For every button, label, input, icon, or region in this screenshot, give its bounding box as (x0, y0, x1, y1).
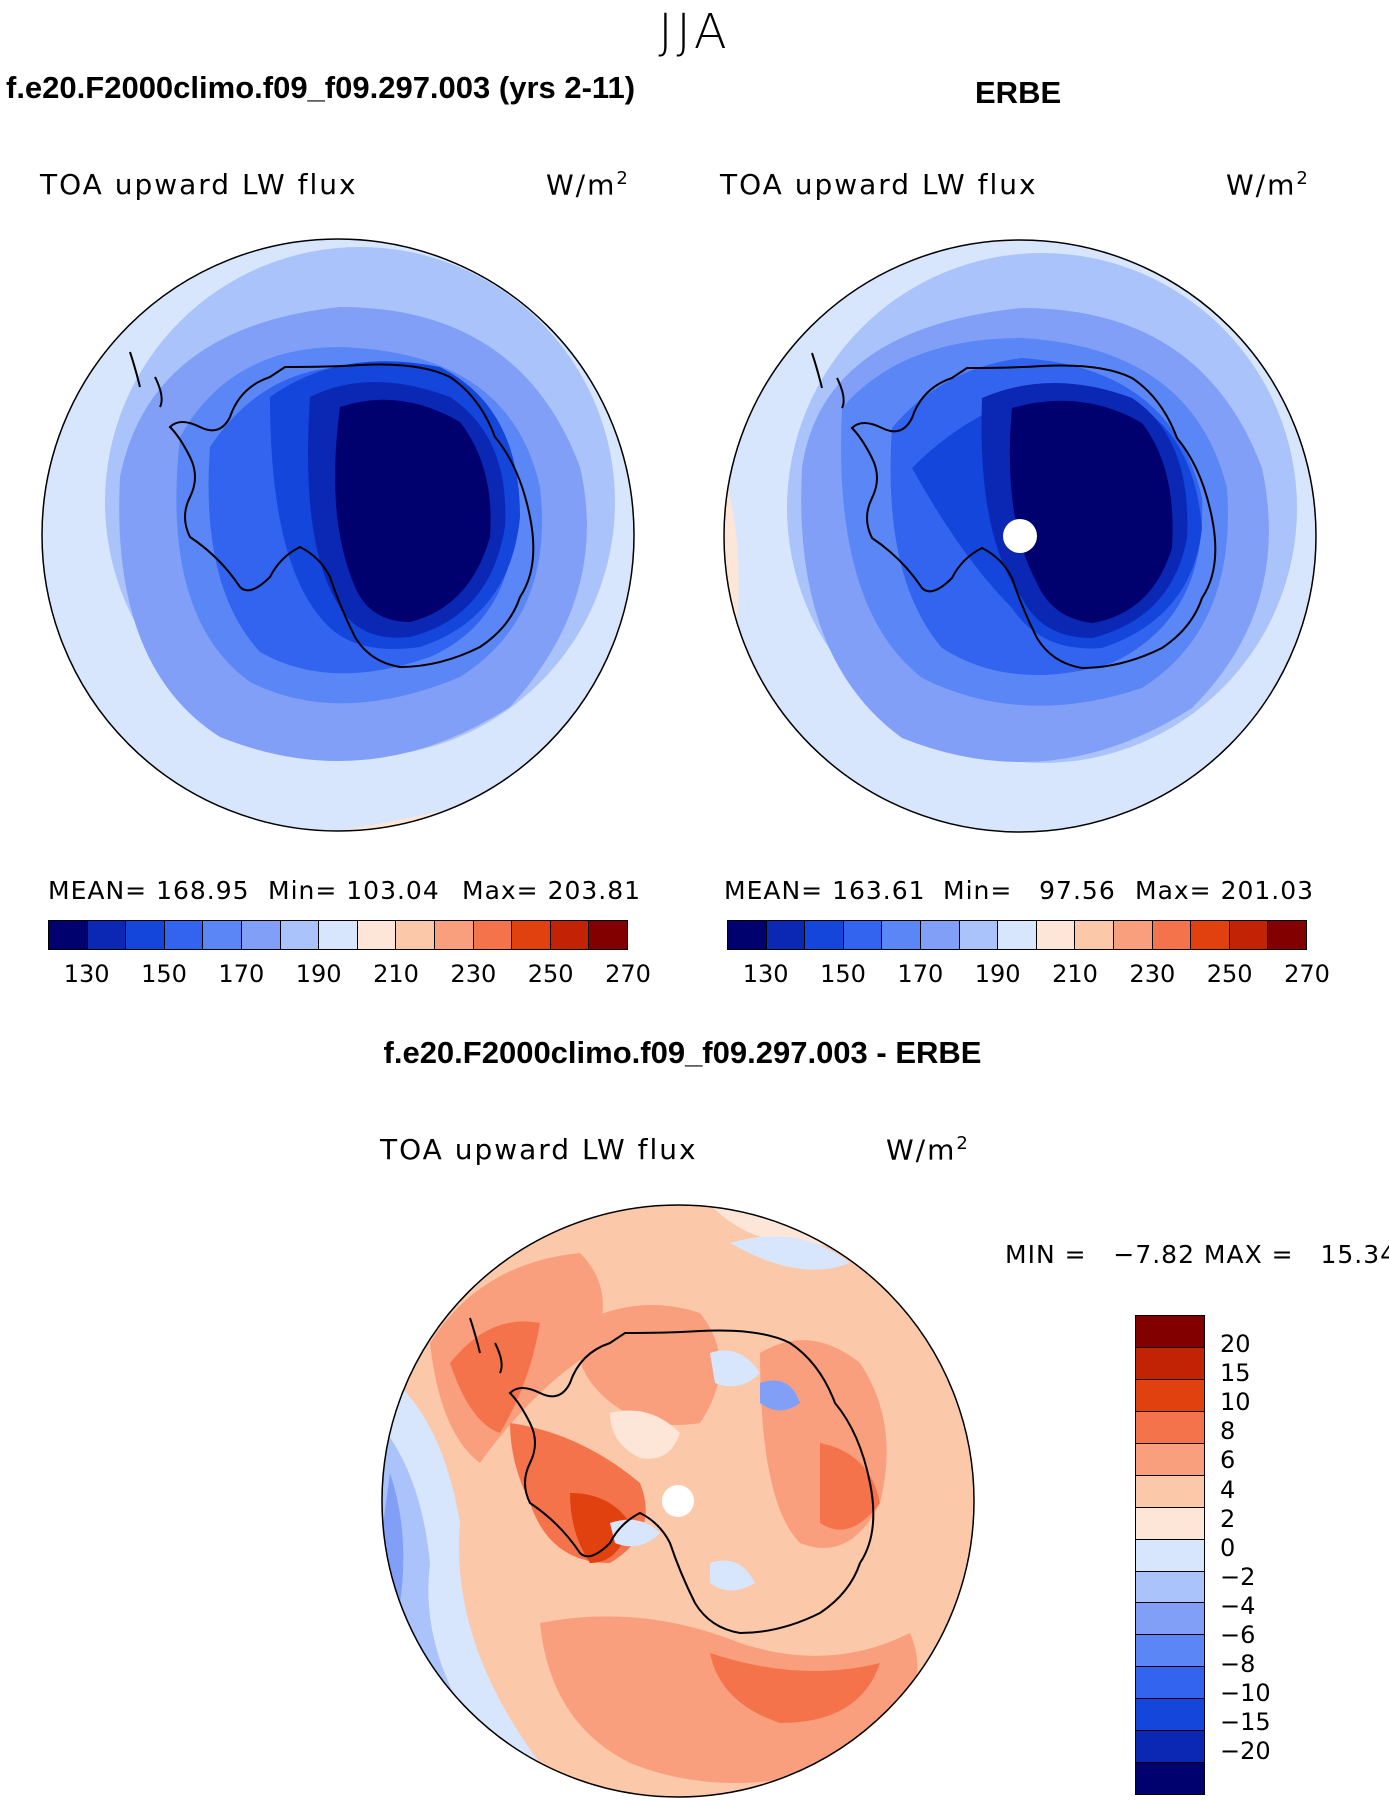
colorbar-tick-label: −4 (1220, 1591, 1256, 1620)
colorbar-swatch (434, 921, 474, 949)
colorbar-swatch (728, 921, 767, 949)
colorbar-swatch (1036, 921, 1076, 949)
right-min: Min= 97.56 (943, 876, 1116, 905)
colorbar-tick-label: 130 (63, 960, 110, 988)
colorbar-tick-label: −20 (1220, 1737, 1271, 1766)
colorbar-swatch (164, 921, 204, 949)
colorbar-swatch (1075, 921, 1114, 949)
left-field-label: TOA upward LW flux (40, 168, 358, 201)
colorbar-swatch (1136, 1316, 1204, 1348)
colorbar-tick-label: 270 (605, 960, 651, 988)
colorbar-tick-label: 8 (1220, 1417, 1236, 1446)
colorbar-tick-label: 250 (527, 960, 574, 988)
diff-field-label: TOA upward LW flux (380, 1133, 698, 1166)
colorbar-swatch (1113, 921, 1153, 949)
colorbar-tick-label: 0 (1220, 1533, 1236, 1562)
colorbar-swatch (1136, 1635, 1204, 1668)
left-min: Min= 103.04 (268, 876, 440, 905)
left-polar-map (41, 238, 635, 832)
right-colorbar (727, 920, 1307, 950)
colorbar-swatch (203, 921, 242, 949)
colorbar-swatch (1136, 1603, 1204, 1636)
colorbar-tick-label: 10 (1220, 1388, 1251, 1417)
colorbar-tick-label: 230 (1129, 960, 1176, 988)
right-polar-map (723, 239, 1317, 833)
colorbar-swatch (998, 921, 1037, 949)
colorbar-swatch (87, 921, 127, 949)
colorbar-tick-label: 270 (1284, 960, 1330, 988)
diff-units: W/m2 (886, 1133, 970, 1167)
colorbar-swatch (1136, 1539, 1204, 1572)
colorbar-swatch (1136, 1699, 1204, 1732)
colorbar-tick-label: 2 (1220, 1504, 1236, 1533)
colorbar-swatch (126, 921, 165, 949)
colorbar-swatch (589, 921, 627, 949)
colorbar-tick-label: −2 (1220, 1562, 1256, 1591)
colorbar-tick-label: −10 (1220, 1679, 1271, 1708)
colorbar-swatch (1268, 921, 1306, 949)
colorbar-swatch (550, 921, 590, 949)
colorbar-tick-label: 150 (141, 960, 187, 988)
colorbar-swatch (357, 921, 397, 949)
right-max: Max= 201.03 (1135, 876, 1315, 905)
colorbar-swatch (241, 921, 281, 949)
colorbar-swatch (1152, 921, 1192, 949)
colorbar-swatch (1136, 1731, 1204, 1764)
page-title: JJA (658, 4, 731, 60)
colorbar-swatch (512, 921, 551, 949)
colorbar-tick-label: 170 (897, 960, 944, 988)
right-mean: MEAN= 163.61 (724, 876, 926, 905)
right-case-title: ERBE (975, 75, 1062, 110)
colorbar-swatch (1136, 1667, 1204, 1700)
diff-colorbar (1135, 1315, 1205, 1795)
colorbar-tick-label: 210 (1052, 960, 1098, 988)
colorbar-tick-label: 6 (1220, 1446, 1236, 1475)
colorbar-swatch (319, 921, 358, 949)
colorbar-swatch (1136, 1347, 1204, 1380)
colorbar-swatch (1136, 1443, 1204, 1476)
diff-polar-map (381, 1204, 975, 1798)
colorbar-tick-label: 20 (1220, 1330, 1251, 1359)
colorbar-swatch (1191, 921, 1230, 949)
colorbar-swatch (49, 921, 88, 949)
diff-case-title: f.e20.F2000climo.f09_f09.297.003 - ERBE (383, 1035, 982, 1070)
colorbar-tick-label: 190 (974, 960, 1021, 988)
colorbar-swatch (920, 921, 960, 949)
colorbar-tick-label: 250 (1206, 960, 1253, 988)
left-max: Max= 203.81 (462, 876, 642, 905)
colorbar-swatch (1136, 1411, 1204, 1444)
left-colorbar (48, 920, 628, 950)
colorbar-swatch (1136, 1379, 1204, 1412)
colorbar-tick-label: −8 (1220, 1650, 1256, 1679)
colorbar-tick-label: −6 (1220, 1621, 1256, 1649)
colorbar-tick-label: 4 (1220, 1475, 1236, 1504)
colorbar-swatch (1229, 921, 1269, 949)
colorbar-swatch (1136, 1763, 1204, 1795)
colorbar-tick-label: 150 (820, 960, 866, 988)
colorbar-tick-label: 170 (218, 960, 265, 988)
colorbar-swatch (280, 921, 320, 949)
colorbar-tick-label: 190 (295, 960, 342, 988)
colorbar-swatch (882, 921, 921, 949)
colorbar-tick-label: 230 (450, 960, 497, 988)
colorbar-swatch (805, 921, 844, 949)
colorbar-swatch (766, 921, 806, 949)
colorbar-swatch (959, 921, 999, 949)
left-units: W/m2 (546, 168, 630, 202)
colorbar-tick-label: 15 (1220, 1359, 1251, 1388)
diff-min-max: MIN = −7.82 MAX = 15.34 (1005, 1240, 1389, 1269)
left-case-title: f.e20.F2000climo.f09_f09.297.003 (yrs 2-… (6, 70, 636, 105)
colorbar-swatch (1136, 1571, 1204, 1604)
left-mean: MEAN= 168.95 (48, 876, 250, 905)
colorbar-swatch (1136, 1475, 1204, 1508)
colorbar-tick-label: 130 (742, 960, 789, 988)
colorbar-swatch (843, 921, 883, 949)
right-field-label: TOA upward LW flux (720, 168, 1038, 201)
colorbar-swatch (396, 921, 435, 949)
colorbar-swatch (1136, 1507, 1204, 1540)
right-units: W/m2 (1226, 168, 1310, 202)
colorbar-tick-label: 210 (373, 960, 419, 988)
colorbar-swatch (473, 921, 513, 949)
colorbar-tick-label: −15 (1220, 1708, 1271, 1737)
